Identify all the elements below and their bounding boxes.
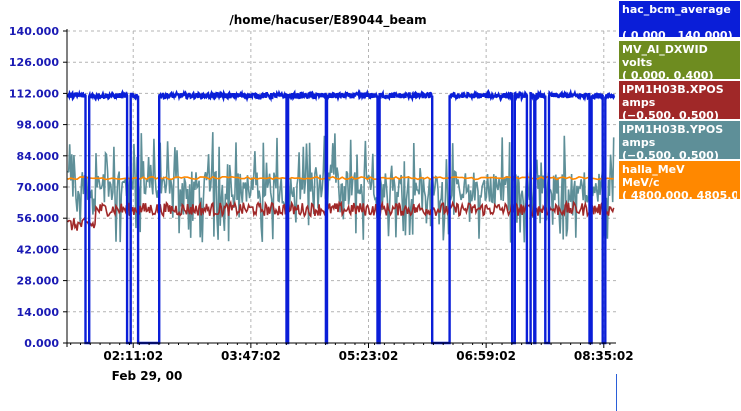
y-tick-label: 98.000 xyxy=(17,119,60,132)
x-tick-label: 02:11:02 xyxy=(103,349,163,363)
y-tick-label: 0.000 xyxy=(24,337,59,350)
legend-series-unit xyxy=(622,16,737,29)
y-tick-label: 126.000 xyxy=(9,56,59,69)
x-tick-label: 05:23:02 xyxy=(339,349,399,363)
x-tick-label: 03:47:02 xyxy=(221,349,281,363)
legend-series-name: IPM1H03B.YPOS xyxy=(622,123,724,136)
chart-title: /home/hacuser/E89044_beam xyxy=(229,13,426,28)
legend-series-unit: volts xyxy=(622,56,653,69)
x-tick-label: 08:35:02 xyxy=(574,349,634,363)
legend-series-range: ( 0.000 , 140.000) xyxy=(622,29,733,42)
legend-series-range: (−0.500, 0.500) xyxy=(622,149,719,162)
y-tick-label: 112.000 xyxy=(9,87,59,100)
legend-halla-mev[interactable]: halla_MeV MeV/c ( 4800.000, 4805.000) xyxy=(618,160,741,202)
legend-hac-bcm-average[interactable]: hac_bcm_average ( 0.000 , 140.000) xyxy=(618,0,741,42)
y-tick-label: 14.000 xyxy=(17,306,60,319)
y-tick-label: 28.000 xyxy=(17,275,60,288)
legend-series-name: hac_bcm_average xyxy=(622,3,731,16)
legend-series-range: ( 0.000, 0.400) xyxy=(622,69,714,82)
y-tick-label: 56.000 xyxy=(17,212,60,225)
date-label: Feb 29, 00 xyxy=(112,369,183,383)
y-tick-label: 70.000 xyxy=(17,181,60,194)
legend-series-name: halla_MeV xyxy=(622,163,685,176)
legend-series-range: (−0.500, 0.500) xyxy=(622,109,719,122)
legend-series-unit: MeV/c xyxy=(622,176,660,189)
legend-series-range: ( 4800.000, 4805.000) xyxy=(622,189,737,202)
y-tick-label: 84.000 xyxy=(17,150,60,163)
legend-series-name: MV_Al_DXWID xyxy=(622,43,708,56)
time-cursor[interactable] xyxy=(616,374,617,411)
legend-series-unit: amps xyxy=(622,136,656,149)
y-tick-label: 140.000 xyxy=(9,25,59,38)
legend-ipm1h03b-xpos[interactable]: IPM1H03B.XPOS amps (−0.500, 0.500) xyxy=(618,80,741,122)
axes: 0.000 14.000 28.000 42.000 56.000 70.000 84.00… xyxy=(9,25,634,363)
legend-mv-al-dxwid[interactable]: MV_Al_DXWID volts ( 0.000, 0.400) xyxy=(618,40,741,82)
y-tick-label: 42.000 xyxy=(17,243,60,256)
x-tick-label: 06:59:02 xyxy=(456,349,516,363)
legend-ipm1h03b-ypos[interactable]: IPM1H03B.YPOS amps (−0.500, 0.500) xyxy=(618,120,741,162)
legend-series-name: IPM1H03B.XPOS xyxy=(622,83,724,96)
legend-series-unit: amps xyxy=(622,96,656,109)
